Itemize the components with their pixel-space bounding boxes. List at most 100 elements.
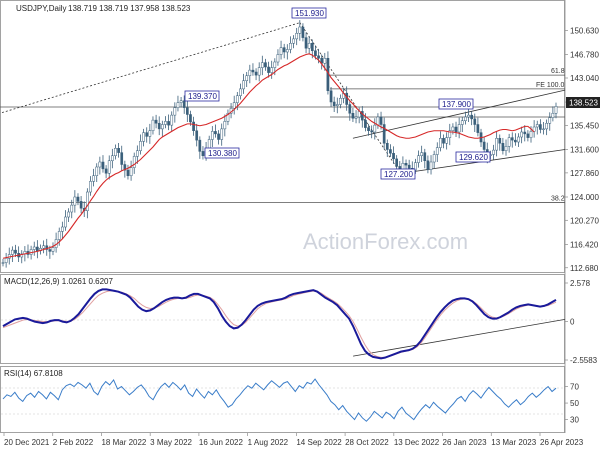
price-y-ticks: 150.630146.780143.040139.190135.450131.6… (565, 27, 599, 273)
price-bar-body (314, 50, 317, 56)
price-bar-body (401, 163, 405, 170)
price-bar-body (198, 139, 202, 152)
price-bar-body (304, 37, 308, 49)
pivot-label-box (438, 98, 474, 110)
price-bar-body (285, 49, 289, 53)
moving-average-line (2, 53, 535, 259)
price-bar-body (510, 137, 514, 141)
price-bar-body (351, 113, 355, 119)
x-tick-label: 1 Aug 2022 (248, 438, 289, 447)
price-bar-body (310, 43, 314, 51)
dotted-trend-line (1, 22, 300, 114)
price-bar-body (535, 124, 539, 128)
price-bar-body (379, 116, 383, 125)
price-panel-frame (0, 0, 565, 273)
price-bar-body (429, 161, 433, 170)
price-bar-body (420, 152, 424, 156)
pivot-labels: 151.930 139.370 130.380 137.900 129.620 127.2… (184, 7, 491, 180)
x-tick-label: 26 Apr 2023 (540, 438, 584, 447)
price-bar-body (95, 166, 99, 176)
price-bar-body (114, 148, 117, 156)
price-bar-body (514, 139, 517, 143)
price-y-tick-label: 116.420 (570, 240, 599, 249)
price-bar-body (157, 123, 161, 130)
price-y-tick-label: 143.040 (570, 74, 599, 83)
price-bar-body (76, 196, 80, 202)
price-bar-body (14, 249, 17, 254)
price-bar-body (154, 119, 158, 124)
price-bar-body (135, 150, 139, 157)
price-bar-body (548, 117, 552, 124)
macd-panel-frame (0, 274, 565, 364)
macd-title: MACD(12,26,9) 1.0261 0.6207 (4, 277, 114, 286)
price-bar-body (354, 116, 358, 119)
price-bar-body (139, 141, 142, 151)
price-bar-body (195, 130, 199, 141)
x-tick-label: 13 Dec 2022 (394, 438, 440, 447)
macd-trend-line (353, 319, 566, 357)
price-bar-body (160, 124, 164, 130)
macd-y-tick-label: 2.578 (570, 279, 591, 288)
price-bar-body (542, 128, 545, 130)
price-bar-body (42, 245, 45, 249)
price-bar-body (248, 69, 252, 76)
price-bar-body (148, 130, 152, 137)
price-bar-body (257, 67, 261, 76)
price-bar-body (64, 216, 67, 228)
price-bar-body (226, 113, 230, 122)
price-bar-body (267, 66, 270, 73)
price-bar-body (98, 161, 102, 168)
price-bar-body (32, 246, 36, 250)
price-bar-body (92, 175, 95, 182)
watermark: ActionForex.com (303, 229, 468, 254)
price-y-tick-label: 112.680 (570, 264, 599, 273)
price-bar-body (460, 120, 464, 125)
price-bar-body (439, 138, 442, 148)
price-bar-body (179, 100, 183, 103)
price-bar-body (111, 155, 114, 161)
price-bar-body (520, 131, 523, 138)
x-tick-label: 16 Jun 2022 (199, 438, 244, 447)
price-bar-body (426, 160, 430, 170)
macd-y-tick-label: 0 (570, 318, 575, 327)
price-bar-body (404, 163, 408, 166)
price-bar-body (335, 104, 339, 106)
price-title: USDJPY,Daily (16, 4, 67, 13)
price-bar-body (73, 196, 77, 206)
price-bar-body (210, 131, 214, 140)
pivot-label-text: 139.370 (188, 92, 217, 101)
ohlc-readout: 138.719 138.719 137.958 138.523 (68, 4, 191, 13)
pivot-label-text: 151.930 (295, 9, 324, 18)
price-bar-body (504, 146, 508, 151)
price-bar-body (301, 26, 305, 38)
price-bar-body (189, 114, 192, 123)
price-bar-body (129, 167, 133, 176)
price-bar-body (117, 148, 120, 153)
price-bar-body (348, 104, 352, 114)
fib-labels: 61.8 FE 100.0 38.2 (536, 68, 565, 203)
price-bar-body (126, 169, 130, 176)
price-bar-body (473, 118, 477, 125)
price-bar-body (345, 93, 349, 105)
x-tick-label: 28 Oct 2022 (345, 438, 389, 447)
price-bar-body (360, 111, 364, 121)
price-bar-body (370, 130, 374, 133)
price-bar-body (467, 114, 470, 118)
price-bar-body (185, 107, 189, 115)
price-bars (1, 20, 558, 268)
price-y-tick-label: 120.270 (570, 216, 599, 225)
price-bar-body (501, 143, 505, 151)
price-bar-body (292, 38, 295, 44)
fib-label: FE 100.0 (536, 82, 565, 89)
pivot-label-box (184, 90, 220, 102)
price-bar-body (67, 211, 70, 218)
price-bar-body (1, 262, 5, 264)
rsi-y-ticks: 70 50 30 (565, 383, 579, 425)
fib-label: 61.8 (551, 68, 565, 75)
price-bar-body (164, 121, 167, 125)
rsi-y-tick-label: 70 (570, 383, 579, 392)
price-bar-body (20, 253, 24, 258)
price-bar-body (329, 90, 333, 103)
price-bar-body (223, 121, 227, 130)
